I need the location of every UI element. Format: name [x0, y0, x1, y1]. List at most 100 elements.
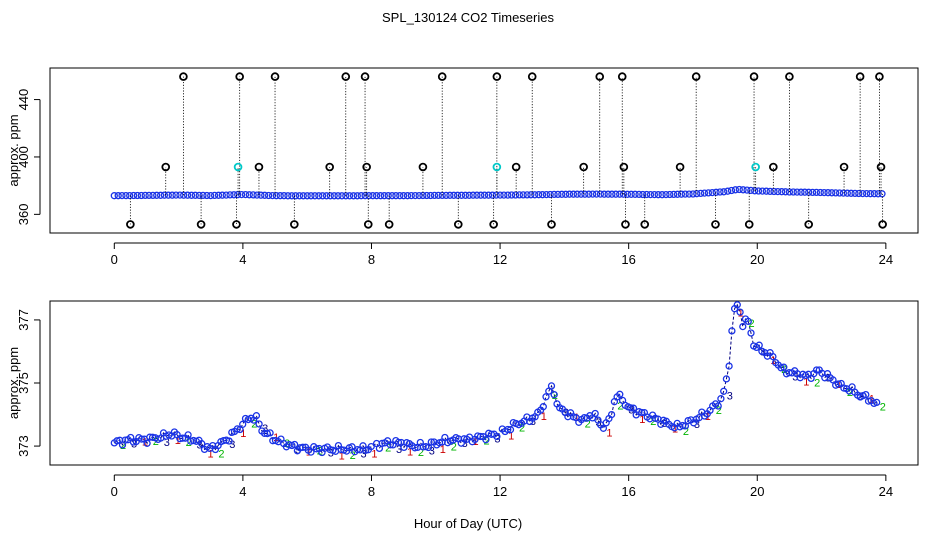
sample-point	[255, 420, 263, 428]
baseline-point	[222, 191, 230, 199]
sample-point	[725, 362, 733, 370]
baseline-point	[484, 191, 493, 199]
baseline-point	[754, 187, 763, 195]
baseline-point	[700, 189, 709, 197]
sample-point	[627, 404, 635, 412]
baseline-point	[245, 191, 253, 199]
baseline-point	[261, 191, 269, 199]
spike-point	[744, 220, 754, 229]
x-tick-label: 8	[368, 252, 375, 267]
baseline-point	[824, 189, 832, 197]
baseline-point	[434, 191, 442, 200]
baseline-point	[635, 190, 643, 199]
spike-point	[453, 220, 463, 229]
sample-digit-label: 3	[229, 439, 235, 451]
sample-point	[717, 395, 725, 403]
baseline-point	[199, 191, 207, 200]
baseline-point	[330, 192, 338, 200]
sample-digit-label: 3	[262, 423, 268, 435]
x-tick-label: 4	[239, 252, 246, 267]
baseline-point	[623, 190, 632, 198]
baseline-point	[249, 191, 257, 199]
baseline-point	[207, 191, 215, 200]
sample-digit-label: 2	[552, 390, 558, 402]
baseline-point	[581, 190, 589, 198]
baseline-point	[149, 191, 157, 200]
spike-point	[325, 162, 334, 172]
baseline-point	[465, 191, 473, 199]
sample-point	[184, 431, 192, 439]
baseline-point	[172, 191, 180, 199]
sample-point	[424, 443, 433, 452]
sample-point	[616, 390, 624, 398]
spike-point	[839, 162, 849, 172]
baseline-point	[666, 190, 674, 199]
baseline-point	[735, 185, 743, 194]
baseline-point	[801, 188, 809, 196]
x-tick-label: 0	[111, 484, 118, 499]
baseline-point	[446, 191, 454, 199]
baseline-point	[122, 191, 130, 200]
baseline-point	[264, 191, 273, 200]
sample-point	[386, 441, 394, 449]
sample-point	[744, 317, 752, 326]
baseline-point	[808, 188, 817, 197]
sample-point	[504, 425, 512, 434]
baseline-point	[176, 191, 184, 199]
baseline-point	[110, 192, 118, 200]
sample-point	[137, 435, 146, 443]
sample-point	[476, 432, 485, 441]
baseline-point	[396, 192, 404, 200]
sample-point	[411, 444, 419, 452]
spike-point	[855, 72, 865, 81]
baseline-point	[781, 188, 790, 196]
spike-point	[711, 220, 720, 229]
plot-frame	[49, 67, 919, 234]
baseline-point	[168, 191, 176, 199]
baseline-point	[600, 190, 608, 198]
baseline-point	[608, 190, 616, 198]
baseline-point	[554, 190, 562, 199]
baseline-point	[562, 190, 570, 198]
sample-point	[143, 439, 151, 447]
sample-digit-label: 1	[541, 411, 547, 423]
sample-digit-label: 1	[339, 450, 345, 462]
baseline-point	[164, 191, 172, 199]
sample-digit-label: 1	[803, 377, 809, 389]
baseline-point	[477, 191, 485, 199]
sample-digit-label: 1	[639, 414, 645, 426]
baseline-point	[376, 192, 385, 200]
baseline-point	[527, 191, 535, 199]
x-tick-label: 20	[750, 484, 764, 499]
baseline-point	[453, 191, 462, 199]
baseline-point	[210, 191, 219, 200]
y-tick-label: 375	[16, 372, 31, 394]
sample-point	[862, 390, 870, 399]
sample-point	[591, 409, 599, 418]
baseline-point	[550, 190, 558, 199]
sample-digit-label: 2	[814, 377, 820, 389]
baseline-point	[870, 190, 878, 198]
baseline-point	[426, 191, 435, 200]
spike-point	[621, 220, 630, 229]
baseline-point	[577, 190, 585, 198]
sample-point	[394, 438, 403, 447]
baseline-point	[693, 190, 701, 198]
baseline-point	[349, 192, 358, 200]
sample-digit-label: 3	[396, 444, 402, 456]
baseline-point	[589, 190, 597, 198]
baseline-point	[457, 191, 466, 199]
sample-digit-label: 3	[563, 407, 569, 419]
baseline-point	[531, 191, 539, 199]
sample-point	[812, 366, 821, 374]
baseline-point	[315, 192, 323, 200]
baseline-point	[191, 191, 199, 199]
baseline-point	[257, 191, 265, 199]
y-tick-label: 360	[16, 203, 31, 225]
sample-digit-label: 2	[880, 401, 886, 413]
baseline-point	[639, 190, 647, 199]
baseline-point	[280, 192, 288, 200]
sample-digit-label: 1	[440, 444, 446, 456]
baseline-point	[126, 191, 134, 200]
sample-digit-label: 2	[617, 401, 623, 413]
